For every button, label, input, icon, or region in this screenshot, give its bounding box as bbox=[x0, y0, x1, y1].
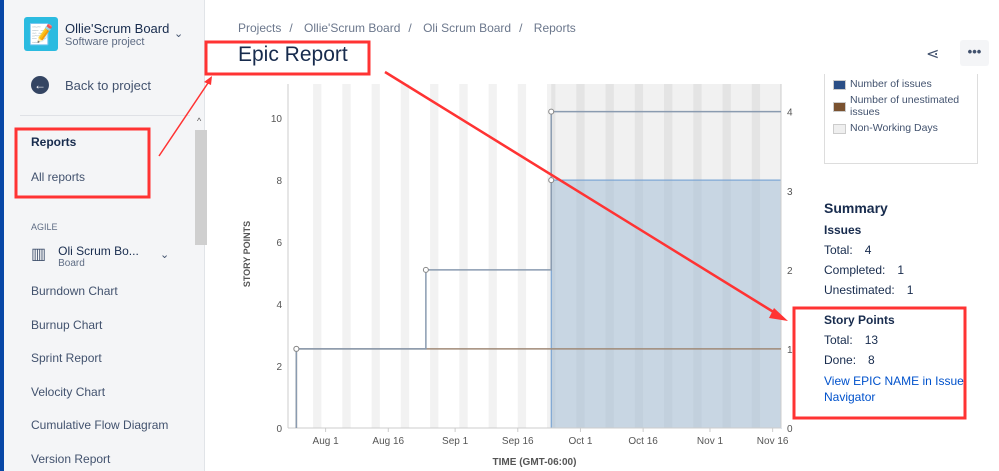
legend-item: Number of unestimated issues bbox=[833, 94, 969, 118]
x-tick-label: Oct 1 bbox=[569, 436, 593, 447]
x-tick-label: Nov 1 bbox=[697, 436, 724, 447]
data-point bbox=[422, 266, 429, 273]
section-label: AGILE bbox=[31, 222, 58, 232]
chevron-down-icon[interactable]: ⌄ bbox=[174, 28, 184, 40]
project-notebook-icon: 📝 bbox=[24, 17, 58, 51]
data-point bbox=[548, 108, 555, 115]
project-name: Ollie'Scrum Board bbox=[65, 20, 170, 36]
annotation-arrowhead bbox=[204, 76, 212, 85]
issues-heading: Issues bbox=[824, 223, 862, 237]
y-tick-label: 6 bbox=[276, 238, 282, 249]
more-actions-button[interactable]: ••• bbox=[960, 40, 989, 66]
summary-title: Summary bbox=[824, 200, 888, 216]
board-type: Board bbox=[58, 258, 85, 269]
breadcrumb-project[interactable]: Ollie'Scrum Board bbox=[304, 21, 401, 35]
y2-tick-label: 3 bbox=[787, 187, 793, 198]
y2-tick-label: 4 bbox=[787, 108, 793, 119]
sidebar-item-burnup[interactable]: Burnup Chart bbox=[31, 318, 103, 332]
summary-panel: Summary Issues Total: 4 Completed: 1 Unest… bbox=[824, 200, 964, 405]
sidebar-item-cfd[interactable]: Cumulative Flow Diagram bbox=[31, 418, 169, 432]
non-working-day-band bbox=[400, 84, 410, 428]
x-tick-label: Sep 16 bbox=[502, 436, 534, 447]
share-icon[interactable]: ⋖ bbox=[926, 46, 940, 63]
sidebar-item-velocity[interactable]: Velocity Chart bbox=[31, 385, 106, 399]
sp-done: 8 bbox=[868, 353, 875, 367]
legend-swatch bbox=[833, 80, 846, 90]
data-point bbox=[293, 345, 300, 352]
non-working-day-band bbox=[488, 84, 497, 428]
non-working-day-band bbox=[371, 84, 380, 428]
legend-swatch bbox=[833, 124, 846, 134]
sidebar-item-sprint-report[interactable]: Sprint Report bbox=[31, 351, 102, 365]
page-title: Epic Report bbox=[238, 43, 348, 66]
y2-tick-label: 2 bbox=[787, 266, 793, 277]
completed-story-points-area bbox=[550, 179, 782, 429]
scrollbar[interactable] bbox=[195, 130, 207, 245]
sp-total: 13 bbox=[864, 333, 879, 347]
issues-total: 4 bbox=[864, 243, 872, 257]
issue-navigator-link[interactable]: View EPIC NAME in Issue Navigator bbox=[824, 374, 964, 404]
y-tick-label: 8 bbox=[276, 176, 282, 187]
chevron-down-icon[interactable]: ⌄ bbox=[160, 249, 170, 261]
label: Total: bbox=[824, 243, 853, 257]
breadcrumb-board[interactable]: Oli Scrum Board bbox=[423, 21, 512, 35]
label: Unestimated: bbox=[824, 283, 895, 297]
x-tick-label: Aug 16 bbox=[372, 436, 404, 447]
y-tick-label: 2 bbox=[276, 362, 282, 373]
non-working-day-band bbox=[459, 84, 468, 428]
sidebar-item-all-reports[interactable]: All reports bbox=[31, 170, 86, 184]
non-working-day-band bbox=[430, 84, 439, 428]
y2-tick-label: 1 bbox=[787, 345, 793, 356]
label: Completed: bbox=[824, 263, 886, 277]
non-working-day-band bbox=[517, 84, 527, 428]
non-working-day-band bbox=[342, 84, 351, 428]
breadcrumb-projects[interactable]: Projects bbox=[238, 21, 282, 35]
x-tick-label: Aug 1 bbox=[313, 436, 340, 447]
x-tick-label: Sep 1 bbox=[442, 436, 469, 447]
x-axis-label: TIME (GMT-06:00) bbox=[493, 457, 577, 468]
sidebar-item-version-report[interactable]: Version Report bbox=[31, 452, 111, 466]
project-switcher[interactable]: 📝 Ollie'Scrum Board Software project bbox=[24, 17, 169, 51]
back-label: Back to project bbox=[65, 77, 151, 93]
back-to-project-link[interactable]: ← Back to project bbox=[31, 76, 151, 94]
y-tick-label: 10 bbox=[271, 114, 283, 125]
project-type: Software project bbox=[65, 35, 145, 48]
y-tick-label: 4 bbox=[276, 300, 282, 311]
x-tick-label: Nov 16 bbox=[757, 436, 789, 447]
data-point bbox=[548, 177, 555, 184]
legend-item: Non-Working Days bbox=[833, 122, 969, 134]
divider bbox=[20, 115, 190, 116]
reports-heading: Reports bbox=[31, 135, 77, 149]
y2-tick-label: 0 bbox=[787, 424, 793, 435]
arrow-left-icon: ← bbox=[31, 76, 49, 94]
scroll-up-icon[interactable]: ^ bbox=[197, 116, 202, 126]
sidebar: 📝 Ollie'Scrum Board Software project ⌄ ←… bbox=[0, 0, 207, 471]
board-switcher[interactable]: ▥ Oli Scrum Bo... Board bbox=[31, 244, 139, 269]
epic-report-chart: 0 2 4 6 8 10 0 1 2 3 4 Aug 1 Aug 16 Sep 1 Sep 16 Oct 1 O… bbox=[242, 84, 793, 468]
breadcrumb: Projects / Ollie'Scrum Board / Oli Scrum B… bbox=[238, 21, 576, 35]
legend-item: Number of issues bbox=[833, 78, 969, 90]
label: Total: bbox=[824, 333, 853, 347]
x-tick-label: Oct 16 bbox=[628, 436, 658, 447]
breadcrumb-reports[interactable]: Reports bbox=[533, 21, 576, 35]
issues-completed: 1 bbox=[897, 263, 905, 277]
label: Done: bbox=[824, 353, 857, 367]
board-icon: ▥ bbox=[31, 246, 47, 263]
issues-unestimated: 1 bbox=[906, 283, 914, 297]
non-working-day-band bbox=[313, 84, 322, 428]
story-points-heading: Story Points bbox=[824, 313, 895, 327]
y-axis-label: STORY POINTS bbox=[242, 221, 252, 287]
y-tick-label: 0 bbox=[276, 424, 282, 435]
sidebar-item-burndown[interactable]: Burndown Chart bbox=[31, 284, 118, 298]
board-name: Oli Scrum Bo... bbox=[58, 244, 139, 258]
chart-legend: Number of issues Number of unestimated i… bbox=[824, 74, 978, 164]
legend-swatch bbox=[833, 102, 846, 112]
